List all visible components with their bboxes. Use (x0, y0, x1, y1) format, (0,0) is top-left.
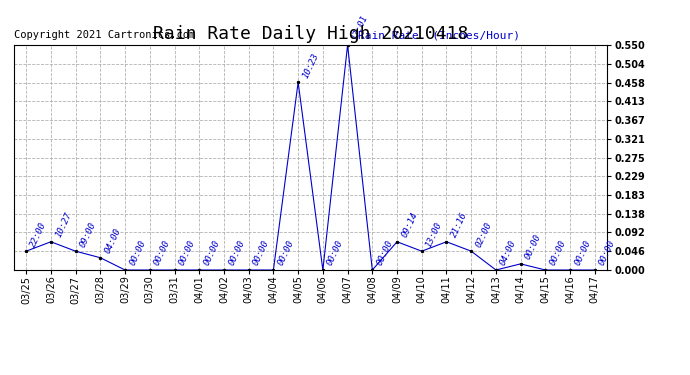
Text: 00:00: 00:00 (177, 239, 197, 267)
Text: 00:00: 00:00 (128, 239, 148, 267)
Text: 22:00: 22:00 (29, 220, 48, 248)
Text: 00:00: 00:00 (375, 239, 395, 267)
Text: 04:00: 04:00 (499, 239, 518, 267)
Text: Rain Rate  (Inches/Hour): Rain Rate (Inches/Hour) (358, 30, 520, 40)
Text: 00:00: 00:00 (202, 239, 221, 267)
Text: 00:00: 00:00 (548, 239, 568, 267)
Text: 00:00: 00:00 (326, 239, 345, 267)
Text: 04:00: 04:00 (103, 227, 123, 255)
Text: 00:00: 00:00 (598, 239, 617, 267)
Text: 02:00: 02:00 (474, 220, 493, 248)
Text: 17:01: 17:01 (351, 14, 370, 42)
Text: 13:00: 13:00 (424, 220, 444, 248)
Text: Copyright 2021 Cartronics.com: Copyright 2021 Cartronics.com (14, 30, 195, 40)
Text: 00:00: 00:00 (227, 239, 246, 267)
Text: 21:16: 21:16 (449, 211, 469, 239)
Title: Rain Rate Daily High 20210418: Rain Rate Daily High 20210418 (152, 26, 469, 44)
Text: 10:23: 10:23 (301, 51, 320, 80)
Text: 00:00: 00:00 (276, 239, 296, 267)
Text: 00:00: 00:00 (573, 239, 593, 267)
Text: 09:14: 09:14 (400, 211, 420, 239)
Text: 00:00: 00:00 (524, 233, 543, 261)
Text: 09:00: 09:00 (79, 220, 98, 248)
Text: 00:00: 00:00 (251, 239, 271, 267)
Text: 00:00: 00:00 (152, 239, 172, 267)
Text: 10:27: 10:27 (54, 211, 73, 239)
